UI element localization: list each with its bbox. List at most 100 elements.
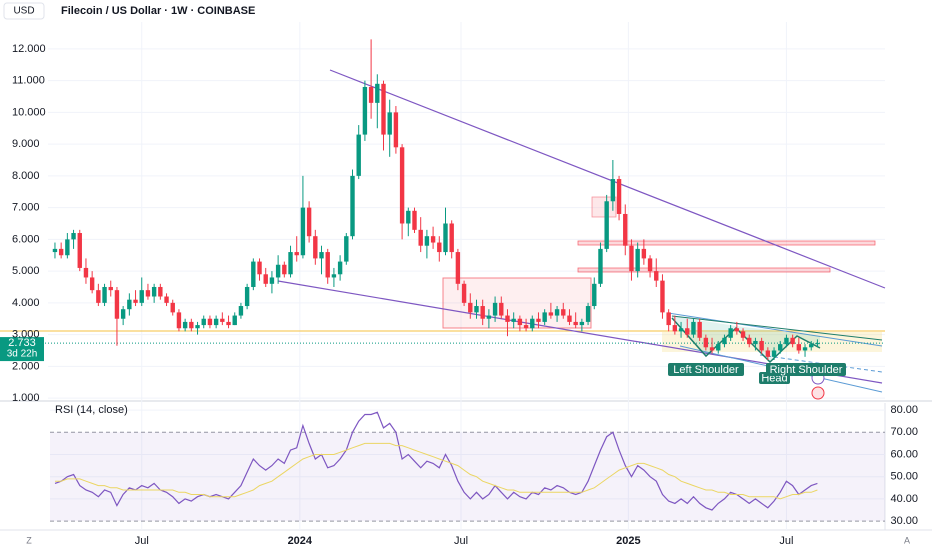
- indicator-title: RSI (14, close): [55, 404, 128, 416]
- candle-body: [406, 210, 411, 224]
- candle-body: [585, 306, 591, 322]
- candle-body: [368, 86, 374, 103]
- y-tick-label: 9.000: [12, 138, 40, 150]
- last-price: 2.733: [8, 337, 36, 349]
- candle-body: [207, 318, 213, 326]
- candle-body: [517, 318, 523, 326]
- y-tick-label: 30.00: [890, 515, 918, 527]
- y-tick-label: 3.000: [12, 329, 40, 341]
- candle-body: [703, 337, 709, 348]
- rsi-line: [55, 442, 818, 500]
- candle-body: [511, 318, 516, 322]
- currency[interactable]: USD: [13, 6, 34, 17]
- y-tick-label: 8.000: [12, 170, 40, 182]
- candle-body: [251, 261, 256, 287]
- candle-body: [523, 325, 529, 329]
- y-tick-label: 6.000: [12, 233, 40, 245]
- y-tick-label: 1.000: [12, 392, 40, 404]
- candle-body: [796, 344, 802, 351]
- x-tick-label: Jul: [779, 535, 793, 547]
- candle-body: [709, 347, 715, 351]
- candle-body: [542, 312, 547, 322]
- y-tick-label: 11.000: [12, 75, 45, 87]
- candle-body: [753, 340, 758, 345]
- candle-body: [815, 343, 820, 345]
- candle-body: [567, 315, 572, 322]
- grid: [48, 22, 885, 530]
- x-tick-label: 2025: [616, 535, 640, 547]
- candle-body: [635, 248, 640, 272]
- candle-body: [418, 229, 423, 246]
- candle-body: [771, 350, 777, 357]
- candle-body: [387, 112, 392, 135]
- candle-body: [89, 277, 95, 291]
- candle-body: [52, 248, 58, 253]
- control[interactable]: Z: [26, 535, 32, 545]
- candle-body: [685, 328, 690, 335]
- candle-body: [275, 264, 281, 278]
- candle-body: [331, 274, 337, 278]
- candle-body: [238, 306, 244, 316]
- candle-body: [728, 328, 733, 338]
- candle-body: [592, 283, 597, 307]
- candle-body: [561, 309, 566, 316]
- candle-body: [381, 83, 386, 135]
- candle-body: [350, 175, 355, 237]
- candle-body: [468, 302, 473, 313]
- annotation-box: [766, 363, 846, 376]
- candle-body: [598, 248, 603, 284]
- candle-body: [362, 86, 368, 135]
- candle-body: [213, 318, 219, 326]
- candle-body: [536, 318, 541, 322]
- candle-body: [257, 261, 262, 275]
- candle-body: [430, 236, 436, 243]
- y-tick-label: 10.000: [12, 106, 46, 118]
- candle-body: [790, 337, 795, 345]
- candle-body: [176, 312, 182, 329]
- currency-button[interactable]: [3, 2, 45, 20]
- candle-body: [641, 248, 647, 259]
- candle-body: [734, 328, 740, 332]
- candle-body: [313, 236, 318, 259]
- candle-body: [424, 236, 430, 246]
- rsi: [54, 411, 818, 511]
- zone-line: [577, 267, 831, 273]
- candle-body: [697, 321, 702, 338]
- candle-body: [623, 213, 628, 246]
- icon: [811, 386, 825, 400]
- candle-body: [288, 252, 293, 275]
- candle-body: [127, 299, 132, 310]
- candle-body: [151, 286, 157, 297]
- candle-body: [616, 179, 622, 214]
- candle-body: [654, 271, 659, 281]
- candle-body: [784, 337, 789, 345]
- candle-body: [722, 337, 727, 345]
- candle-body: [672, 325, 678, 332]
- candle-body: [455, 252, 461, 284]
- candle-body: [77, 233, 82, 268]
- rsi-band: [50, 432, 885, 522]
- candle-body: [300, 207, 306, 256]
- control[interactable]: A: [904, 535, 910, 545]
- annotation: Right Shoulder: [770, 364, 843, 376]
- candle-body: [666, 312, 671, 326]
- candle-body: [294, 252, 299, 256]
- candle-body: [809, 344, 814, 348]
- candle-body: [765, 350, 771, 357]
- pattern-fill: [672, 316, 820, 362]
- candle-body: [437, 242, 442, 253]
- candle-body: [573, 321, 578, 326]
- last-price-box: [0, 337, 44, 362]
- candle-body: [65, 239, 70, 256]
- candle-body: [412, 210, 417, 230]
- candle-body: [716, 344, 721, 351]
- candle-body: [133, 299, 138, 303]
- candle-body: [282, 264, 287, 275]
- candle-body: [443, 223, 448, 253]
- candle-body: [691, 321, 696, 335]
- candle-body: [778, 344, 783, 351]
- candle-body: [158, 286, 163, 297]
- candle-body: [629, 245, 634, 272]
- trend-line: [329, 69, 886, 289]
- candle-body: [170, 302, 175, 313]
